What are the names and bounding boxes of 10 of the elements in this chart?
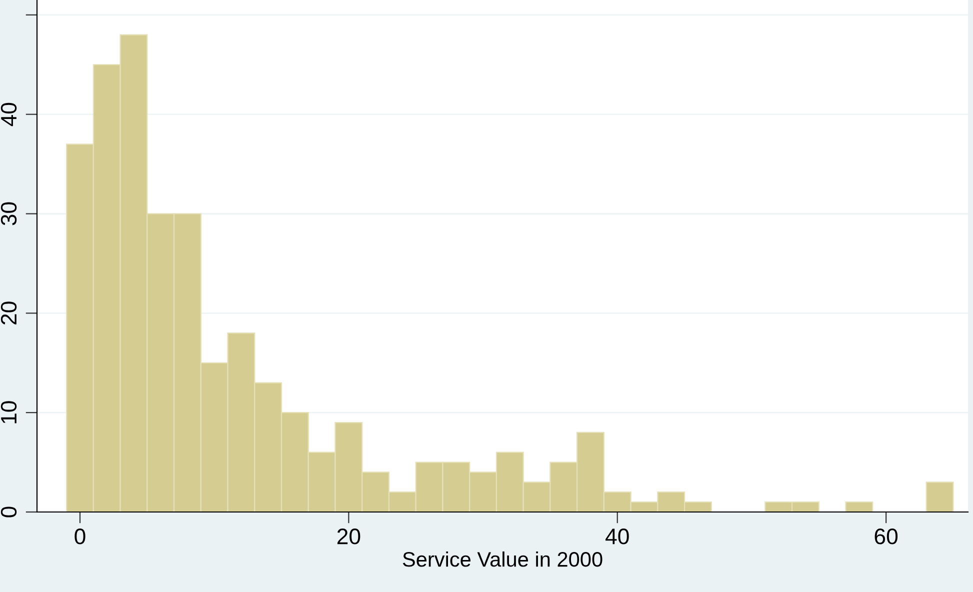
- x-axis-title: Service Value in 2000: [402, 551, 602, 567]
- x-tick-label: 60: [874, 528, 898, 544]
- x-tick-label: 20: [337, 528, 360, 544]
- y-tick-label: 30: [0, 202, 17, 226]
- y-tick-label: 20: [0, 302, 17, 324]
- y-tick-label: 10: [0, 401, 17, 424]
- x-tick-label: 40: [606, 528, 629, 544]
- y-tick-label: 40: [0, 102, 17, 126]
- y-tick-label: 0: [0, 506, 17, 518]
- x-tick-label: 0: [74, 528, 86, 544]
